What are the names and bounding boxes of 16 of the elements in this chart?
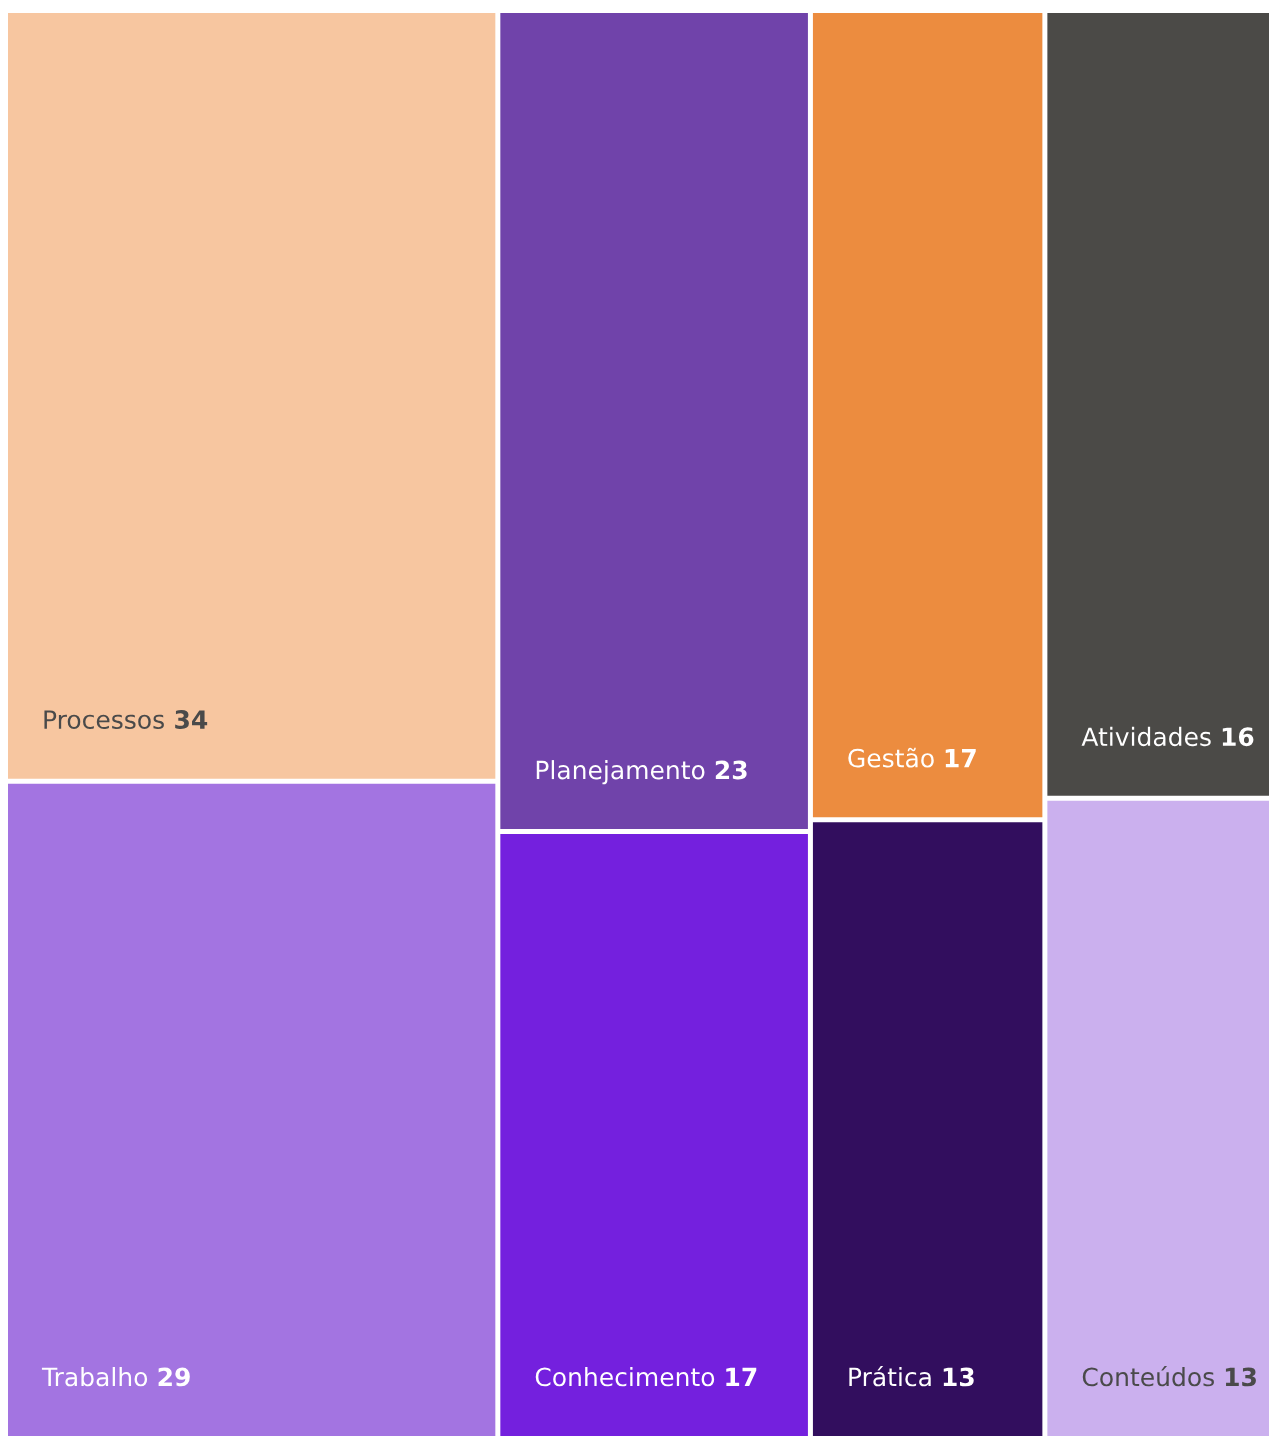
data-label: 13 xyxy=(1225,1367,1256,1387)
data-label: 16 xyxy=(1222,727,1254,747)
data-label: 34 xyxy=(175,710,208,730)
data-label: 13 xyxy=(943,1367,974,1387)
category-label: Processos xyxy=(44,710,164,730)
data-label: 17 xyxy=(945,748,976,768)
category-label: Atividades xyxy=(1081,726,1211,747)
category-label: Conhecimento xyxy=(535,1367,715,1387)
category-label: Planejamento xyxy=(536,760,705,785)
category-label: Prática xyxy=(849,1366,931,1387)
category-label: Gestão xyxy=(848,747,934,768)
data-label: 23 xyxy=(715,760,747,780)
data-label: 17 xyxy=(726,1367,757,1386)
category-label: Trabalho xyxy=(41,1367,148,1387)
category-label: Conteúdos xyxy=(1082,1366,1214,1387)
data-label: 29 xyxy=(158,1367,190,1387)
